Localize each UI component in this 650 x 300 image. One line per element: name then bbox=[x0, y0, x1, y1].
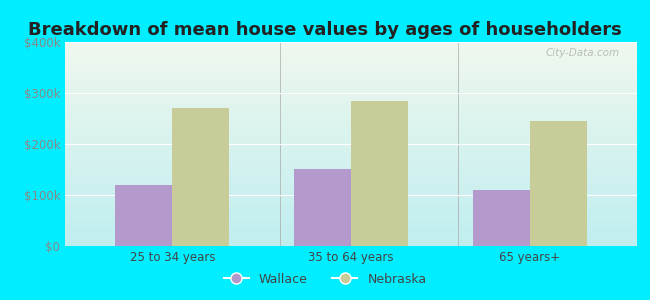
Bar bbox=[294, 169, 351, 246]
Bar bbox=[351, 100, 408, 246]
Bar bbox=[172, 108, 229, 246]
Text: City-Data.com: City-Data.com bbox=[546, 48, 620, 58]
Bar bbox=[473, 190, 530, 246]
Bar bbox=[530, 121, 587, 246]
Bar bbox=[115, 185, 172, 246]
Legend: Wallace, Nebraska: Wallace, Nebraska bbox=[218, 268, 432, 291]
Text: Breakdown of mean house values by ages of householders: Breakdown of mean house values by ages o… bbox=[28, 21, 622, 39]
